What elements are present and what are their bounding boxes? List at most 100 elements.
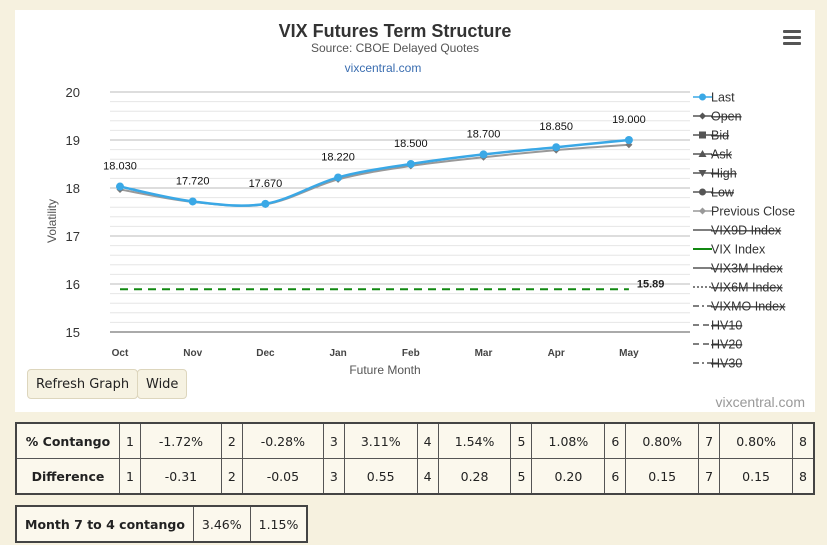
x-tick-label: Dec <box>256 348 275 359</box>
legend-item-hv30[interactable]: HV30 <box>693 357 742 371</box>
month-index-cell: 4 <box>416 422 439 459</box>
legend-item-ask[interactable]: Ask <box>693 148 733 162</box>
legend-label: High <box>711 167 737 181</box>
x-tick-label: Mar <box>475 348 493 359</box>
value-cell: -1.72% <box>140 422 222 459</box>
legend-item-high[interactable]: High <box>693 167 737 181</box>
summary-label: Month 7 to 4 contango <box>15 505 194 543</box>
value-cell: 3.11% <box>343 422 418 459</box>
month-index-cell: 5 <box>510 422 533 459</box>
last-data-label: 18.220 <box>321 151 355 163</box>
last-data-label: 18.700 <box>467 128 501 140</box>
value-cell: -0.28% <box>241 422 324 459</box>
y-tick-label: 18 <box>66 181 80 196</box>
last-point[interactable] <box>188 197 197 206</box>
last-point[interactable] <box>406 160 415 168</box>
month-index-cell: 3 <box>322 422 345 459</box>
month-index-cell: 1 <box>119 422 141 459</box>
month-index-cell: 6 <box>604 422 627 459</box>
month-index-cell: 8 <box>792 458 815 495</box>
y-tick-label: 15 <box>66 325 80 340</box>
legend-label: Last <box>711 91 735 105</box>
month-index-cell: 6 <box>604 458 627 495</box>
chart-title: VIX Futures Term Structure <box>279 21 512 41</box>
legend-label: Previous Close <box>711 205 795 219</box>
month-index-cell: 3 <box>322 458 345 495</box>
y-tick-label: 19 <box>66 133 80 148</box>
month-index-cell: 5 <box>510 458 533 495</box>
legend-label: VIX6M Index <box>711 281 783 295</box>
legend-item-vixmo-index[interactable]: VIXMO Index <box>693 300 786 314</box>
x-tick-label: Nov <box>183 348 202 359</box>
x-axis-label: Future Month <box>349 363 420 377</box>
value-cell: 0.15 <box>625 458 700 495</box>
legend-item-bid[interactable]: Bid <box>693 129 729 143</box>
month-index-cell: 7 <box>698 422 721 459</box>
month-index-cell: 2 <box>220 422 243 459</box>
chart-subtitle: Source: CBOE Delayed Quotes <box>311 41 479 55</box>
last-point[interactable] <box>479 150 488 159</box>
month-index-cell: 7 <box>698 458 721 495</box>
value-cell: -0.31 <box>140 458 222 495</box>
last-data-label: 17.720 <box>176 175 210 187</box>
legend-label: VIX9D Index <box>711 224 782 238</box>
legend-item-vix3m-index[interactable]: VIX3M Index <box>693 262 783 276</box>
last-point[interactable] <box>261 199 270 208</box>
legend-label: Low <box>711 186 735 200</box>
x-tick-label: Feb <box>402 348 420 359</box>
legend-label: HV30 <box>711 357 742 371</box>
y-tick-label: 20 <box>66 85 80 100</box>
legend-item-last[interactable]: Last <box>693 91 735 105</box>
last-data-label: 18.850 <box>539 121 573 133</box>
legend-label: Ask <box>711 148 733 162</box>
legend-label: VIXMO Index <box>711 300 786 314</box>
legend-item-vix6m-index[interactable]: VIX6M Index <box>693 281 783 295</box>
month-index-cell: 4 <box>416 458 439 495</box>
legend-item-low[interactable]: Low <box>693 186 735 200</box>
value-cell: 0.80% <box>719 422 793 459</box>
month-index-cell: 2 <box>220 458 243 495</box>
x-tick-label: Jan <box>329 348 346 359</box>
legend-item-vix9d-index[interactable]: VIX9D Index <box>693 224 782 238</box>
value-cell: 0.55 <box>343 458 418 495</box>
last-point[interactable] <box>116 182 124 191</box>
legend-label: VIX Index <box>711 243 766 257</box>
summary-row: Month 7 to 4 contango 3.46% 1.15% <box>15 505 308 543</box>
legend-item-open[interactable]: Open <box>693 110 742 124</box>
month-index-cell: 8 <box>792 422 815 459</box>
row-label: % Contango <box>15 422 120 459</box>
y-tick-label: 17 <box>66 229 80 244</box>
y-tick-label: 16 <box>66 277 80 292</box>
legend-item-hv10[interactable]: HV10 <box>693 319 742 333</box>
chart: VIX Futures Term Structure Source: CBOE … <box>45 21 805 410</box>
legend-label: Bid <box>711 129 729 143</box>
legend-item-previous-close[interactable]: Previous Close <box>693 205 795 219</box>
value-cell: -0.05 <box>241 458 324 495</box>
last-point[interactable] <box>624 136 633 144</box>
legend-item-hv20[interactable]: HV20 <box>693 338 742 352</box>
value-cell: 0.20 <box>531 458 606 495</box>
summary-value-1: 3.46% <box>192 505 251 543</box>
source-link[interactable]: vixcentral.com <box>345 61 422 75</box>
chart-panel: VIX Futures Term Structure Source: CBOE … <box>15 10 815 412</box>
legend-label: VIX3M Index <box>711 262 783 276</box>
series-line-last <box>119 138 630 207</box>
chart-credit[interactable]: vixcentral.com <box>716 394 805 410</box>
wide-button[interactable]: Wide <box>137 369 188 399</box>
hamburger-menu-icon[interactable] <box>783 30 801 45</box>
summary-value-2: 1.15% <box>249 505 308 543</box>
value-cell: 0.28 <box>437 458 512 495</box>
y-axis-label: Volatility <box>45 199 59 243</box>
refresh-graph-button[interactable]: Refresh Graph <box>27 369 139 399</box>
last-point[interactable] <box>552 143 561 152</box>
month-index-cell: 1 <box>119 458 141 495</box>
last-point[interactable] <box>334 173 343 182</box>
value-cell: 0.15 <box>719 458 793 495</box>
vix-index-end-label: 15.89 <box>637 278 665 290</box>
table-row: Difference 1 -0.31 2 -0.05 3 0.55 4 0.28 5 0.20 6 0.… <box>15 458 815 495</box>
legend-label: Open <box>711 110 742 124</box>
legend-item-vix-index[interactable]: VIX Index <box>693 243 766 257</box>
row-label: Difference <box>15 458 120 495</box>
table-row: % Contango 1 -1.72% 2 -0.28% 3 3.11% 4 1.54% 5 1.0… <box>15 422 815 459</box>
value-cell: 1.54% <box>437 422 512 459</box>
